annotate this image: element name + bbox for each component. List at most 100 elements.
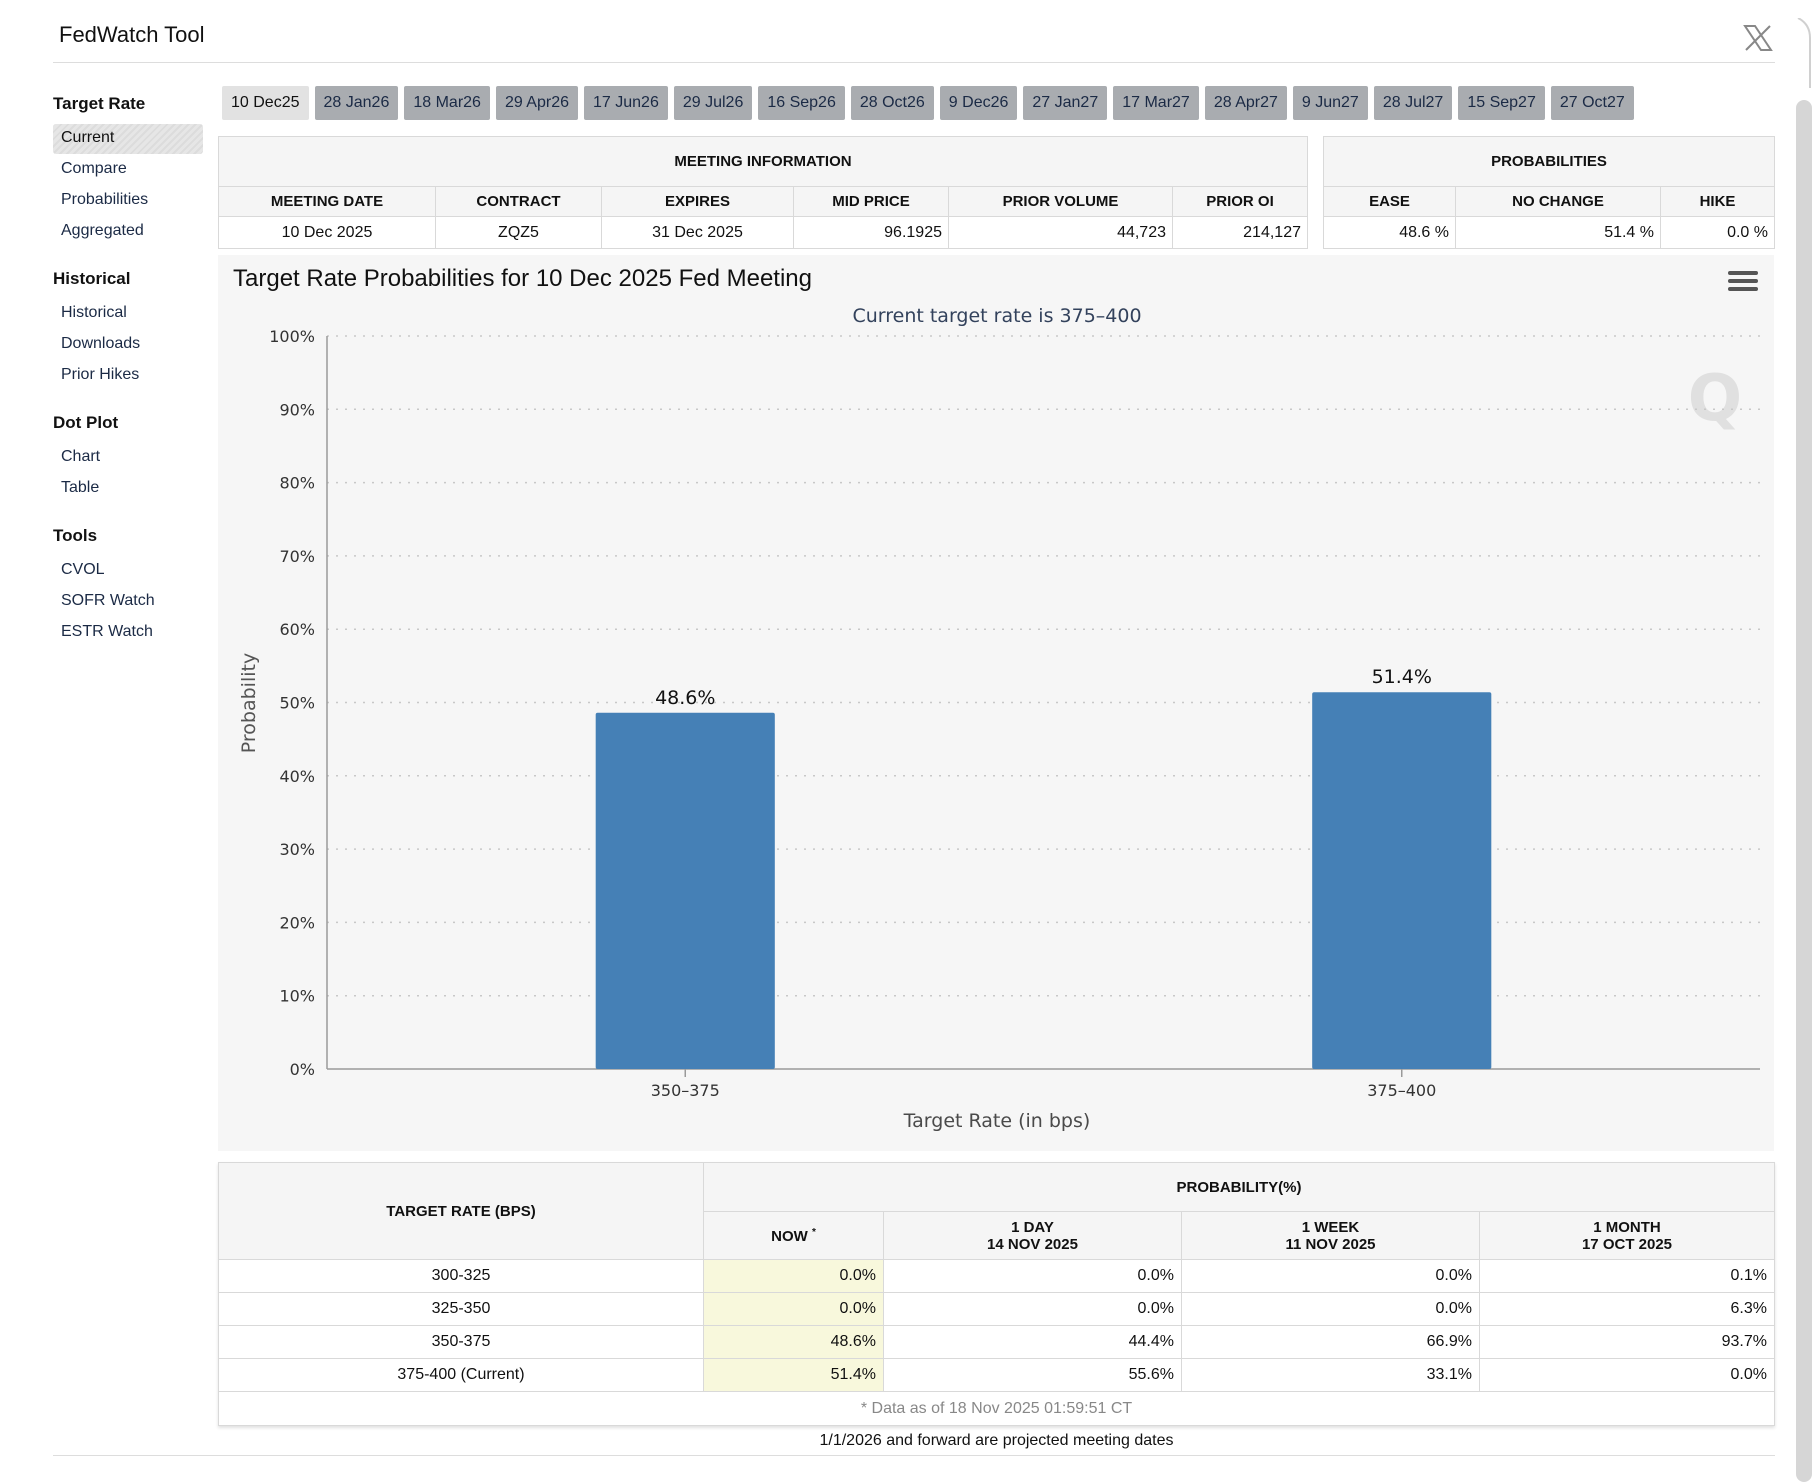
y-tick-label: 10% [279,987,315,1006]
header-line: 1 WEEK [1301,1218,1360,1236]
table-row: 10 Dec 2025 ZQZ5 31 Dec 2025 96.1925 44,… [218,216,1308,249]
hike-probability: 0.0 % [1660,216,1775,249]
target-rate-cell: 350-375 [218,1325,704,1359]
table-row: 48.6 % 51.4 % 0.0 % [1323,216,1775,249]
now-cell: 51.4% [703,1358,884,1392]
one-day-cell: 0.0% [883,1292,1182,1326]
projected-dates-note: 1/1/2026 and forward are projected meeti… [819,1432,1174,1449]
scrollbar-thumb[interactable] [1796,100,1812,1482]
column-header: HIKE [1660,186,1775,217]
tab-meeting[interactable]: 9 Dec26 [939,86,1018,120]
one-week-cell: 0.0% [1181,1292,1480,1326]
probability-history-table: TARGET RATE (BPS) PROBABILITY(%) NOW * 1… [218,1162,1775,1426]
header-line: NOW [771,1227,808,1245]
chart-bar[interactable] [595,712,775,1069]
footnote-marker: * [811,1226,816,1238]
prior-oi: 214,127 [1172,216,1308,249]
bar-data-label: 48.6% [655,687,715,709]
sidebar-section-historical: Historical Historical Downloads Prior Hi… [53,269,203,391]
one-week-cell: 0.0% [1181,1259,1480,1293]
sidebar-item-current[interactable]: Current [53,124,203,154]
mid-price: 96.1925 [793,216,949,249]
tab-meeting[interactable]: 28 Jul27 [1373,86,1453,120]
x-axis-title: Target Rate (in bps) [903,1110,1091,1132]
now-cell: 0.0% [703,1259,884,1293]
data-timestamp-note: * Data as of 18 Nov 2025 01:59:51 CT [218,1391,1775,1426]
sidebar-item-downloads[interactable]: Downloads [61,335,141,352]
sidebar-item-compare[interactable]: Compare [61,160,127,177]
app-title: FedWatch Tool [59,22,205,47]
sidebar-section-target-rate: Target Rate Current Compare Probabilitie… [53,94,203,247]
sidebar-item-table[interactable]: Table [61,479,100,496]
column-header: PROBABILITY(%) [703,1162,1775,1212]
sidebar-item-estr-watch[interactable]: ESTR Watch [61,623,153,640]
one-week-cell: 66.9% [1181,1325,1480,1359]
chart-bar[interactable] [1312,692,1492,1069]
header-date: 11 NOV 2025 [1285,1235,1376,1253]
header-line: 1 DAY [1011,1218,1054,1236]
sidebar-item-chart[interactable]: Chart [61,448,101,465]
tab-meeting[interactable]: 18 Mar26 [404,86,490,120]
sidebar-item-prior-hikes[interactable]: Prior Hikes [61,366,140,383]
tab-meeting[interactable]: 28 Oct26 [850,86,934,120]
probabilities-table: PROBABILITIES EASE NO CHANGE HIKE 48.6 %… [1323,136,1775,249]
target-rate-cell: 375-400 (Current) [218,1358,704,1392]
one-month-cell: 0.1% [1479,1259,1775,1293]
sidebar-item-historical[interactable]: Historical [61,304,127,321]
table-row: 300-325 0.0% 0.0% 0.0% 0.1% [218,1259,1775,1293]
one-day-cell: 55.6% [883,1358,1182,1392]
close-icon[interactable] [1741,22,1775,54]
column-header: MID PRICE [793,186,949,217]
meeting-tabs: 10 Dec25 28 Jan26 18 Mar26 29 Apr26 17 J… [222,86,1640,120]
column-header: PRIOR VOLUME [948,186,1173,217]
y-tick-label: 100% [269,327,315,346]
tab-meeting[interactable]: 17 Mar27 [1113,86,1199,120]
now-cell: 0.0% [703,1292,884,1326]
sidebar-section-dot-plot: Dot Plot Chart Table [53,413,203,504]
tab-meeting[interactable]: 10 Dec25 [222,86,309,120]
tab-meeting[interactable]: 9 Jun27 [1292,86,1368,120]
sidebar-section-tools: Tools CVOL SOFR Watch ESTR Watch [53,526,203,648]
probability-chart: Target Rate Probabilities for 10 Dec 202… [218,255,1774,1151]
y-tick-label: 50% [279,694,315,713]
tab-meeting[interactable]: 16 Sep26 [758,86,845,120]
tab-meeting[interactable]: 29 Apr26 [495,86,578,120]
column-header-1-week: 1 WEEK 11 NOV 2025 [1181,1211,1480,1260]
footer-divider [53,1455,1775,1456]
y-tick-label: 70% [279,547,315,566]
expires: 31 Dec 2025 [601,216,794,249]
contract: ZQZ5 [435,216,602,249]
chart-svg: Target Rate Probabilities for 10 Dec 202… [233,265,1760,1132]
sidebar-item-cvol[interactable]: CVOL [61,561,105,578]
table-row: 325-350 0.0% 0.0% 0.0% 6.3% [218,1292,1775,1326]
y-axis-title: Probability [238,653,260,753]
tab-meeting[interactable]: 27 Oct27 [1550,86,1634,120]
column-header: PRIOR OI [1172,186,1308,217]
sidebar-item-probabilities[interactable]: Probabilities [61,191,149,208]
header-line: 1 MONTH [1593,1218,1661,1236]
one-day-cell: 44.4% [883,1325,1182,1359]
no-change-probability: 51.4 % [1455,216,1661,249]
table-row: 350-375 48.6% 44.4% 66.9% 93.7% [218,1325,1775,1359]
x-tick-label: 350–375 [651,1081,720,1100]
column-header-1-day: 1 DAY 14 NOV 2025 [883,1211,1182,1260]
tab-meeting[interactable]: 29 Jul26 [673,86,753,120]
column-header-now: NOW * [703,1211,884,1260]
tab-meeting[interactable]: 28 Apr27 [1204,86,1287,120]
chart-menu-icon[interactable] [1728,271,1758,297]
one-month-cell: 93.7% [1479,1325,1775,1359]
x-tick-label: 375–400 [1367,1081,1436,1100]
target-rate-cell: 300-325 [218,1259,704,1293]
sidebar-heading: Historical [53,269,131,288]
prior-volume: 44,723 [948,216,1173,249]
tab-meeting[interactable]: 17 Jun26 [584,86,668,120]
tab-meeting[interactable]: 27 Jan27 [1023,86,1108,120]
tab-meeting[interactable]: 15 Sep27 [1458,86,1545,120]
tab-meeting[interactable]: 28 Jan26 [314,86,399,120]
sidebar-item-sofr-watch[interactable]: SOFR Watch [61,592,155,609]
y-tick-label: 0% [290,1060,315,1079]
app-header: FedWatch Tool [53,0,1775,63]
column-header: TARGET RATE (BPS) [218,1162,704,1260]
column-header: EASE [1323,186,1456,217]
sidebar-item-aggregated[interactable]: Aggregated [61,222,144,239]
